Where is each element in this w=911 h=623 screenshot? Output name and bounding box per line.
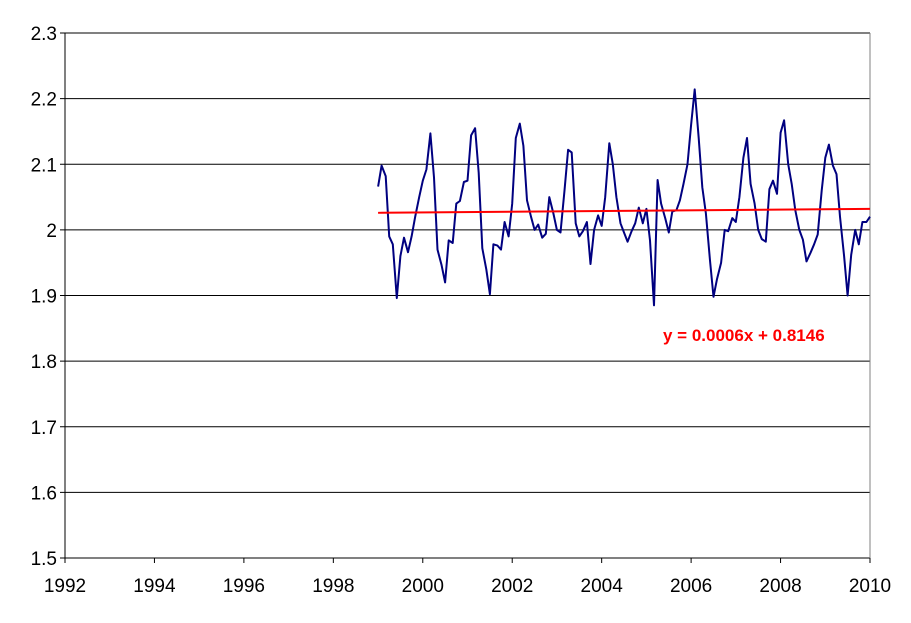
x-tick-label: 1992 <box>44 576 86 597</box>
y-tick-label: 1.5 <box>31 549 57 570</box>
x-tick-label: 1994 <box>133 576 176 597</box>
y-tick-label: 1.6 <box>31 483 57 504</box>
trendline-equation-label: y = 0.0006x + 0.8146 <box>663 326 825 345</box>
y-tick-label: 2 <box>46 221 57 242</box>
y-tick-label: 2.3 <box>31 24 57 45</box>
x-tick-label: 2008 <box>759 576 801 597</box>
x-tick-label: 2002 <box>491 576 533 597</box>
y-tick-label: 1.8 <box>31 352 57 373</box>
y-tick-label: 2.2 <box>31 90 57 111</box>
horizontal-gridlines <box>65 32 870 559</box>
x-tick-label: 2010 <box>849 576 891 597</box>
x-tick-label: 2006 <box>670 576 712 597</box>
x-tick-label: 2000 <box>402 576 444 597</box>
linear-trendline <box>378 207 871 214</box>
x-axis-tick-labels: 1992 1994 1996 1998 2000 2002 2004 2006 2008 2010 <box>44 576 891 597</box>
x-tick-label: 1998 <box>312 576 354 597</box>
y-tick-label: 1.7 <box>31 418 57 439</box>
x-tick-label: 2004 <box>581 576 624 597</box>
y-tick-label: 1.9 <box>31 287 57 308</box>
chart-axes <box>60 32 871 563</box>
data-series-line <box>377 88 871 307</box>
y-tick-label: 2.1 <box>31 155 57 176</box>
y-axis-tick-labels: 1.5 1.6 1.7 1.8 1.9 2 2.1 2.2 2.3 <box>31 24 57 570</box>
x-tick-label: 1996 <box>223 576 265 597</box>
